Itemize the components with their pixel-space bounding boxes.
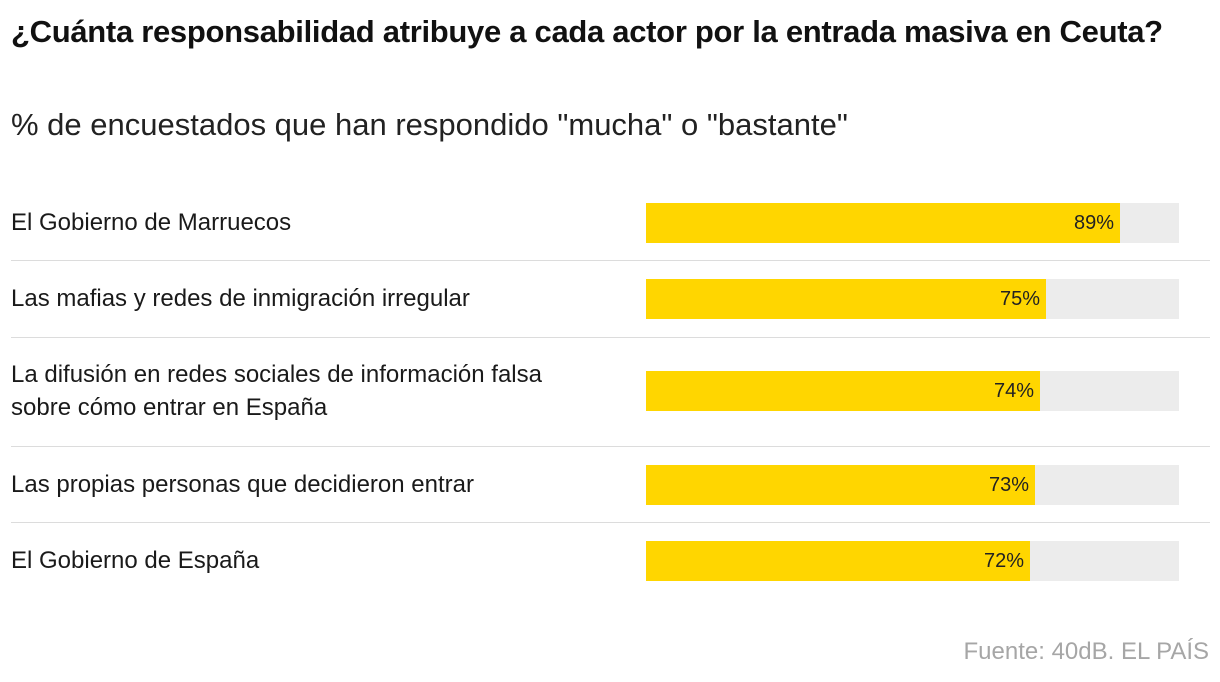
bar-value-label: 73% [988, 474, 1029, 496]
bar-value-label: 72% [983, 550, 1024, 572]
category-label: Las mafias y redes de inmigración irregu… [11, 285, 470, 312]
bar [646, 203, 1120, 243]
bar-track: 73% [646, 465, 1179, 505]
row-divider [11, 337, 1210, 338]
bar [646, 371, 1040, 411]
bar-track: 72% [646, 541, 1179, 581]
row-divider [11, 260, 1210, 261]
bar-track: 89% [646, 203, 1179, 243]
bar-value-label: 75% [999, 288, 1040, 310]
bar-value-label: 74% [993, 380, 1034, 402]
row-divider [11, 446, 1210, 447]
bar [646, 541, 1030, 581]
bar-value-label: 89% [1073, 212, 1114, 234]
category-label: La difusión en redes sociales de informa… [11, 361, 542, 421]
row-divider [11, 522, 1210, 523]
bar-track: 74% [646, 371, 1179, 411]
chart-title: ¿Cuánta responsabilidad atribuye a cada … [11, 14, 1163, 49]
chart-subtitle: % de encuestados que han respondido "muc… [11, 107, 848, 142]
category-label: El Gobierno de España [11, 547, 260, 574]
category-label: Las propias personas que decidieron entr… [11, 471, 474, 498]
source-note: Fuente: 40dB. EL PAÍS [963, 638, 1209, 665]
category-label: El Gobierno de Marruecos [11, 209, 292, 236]
bar-track: 75% [646, 279, 1179, 319]
bar [646, 279, 1046, 319]
bar [646, 465, 1035, 505]
